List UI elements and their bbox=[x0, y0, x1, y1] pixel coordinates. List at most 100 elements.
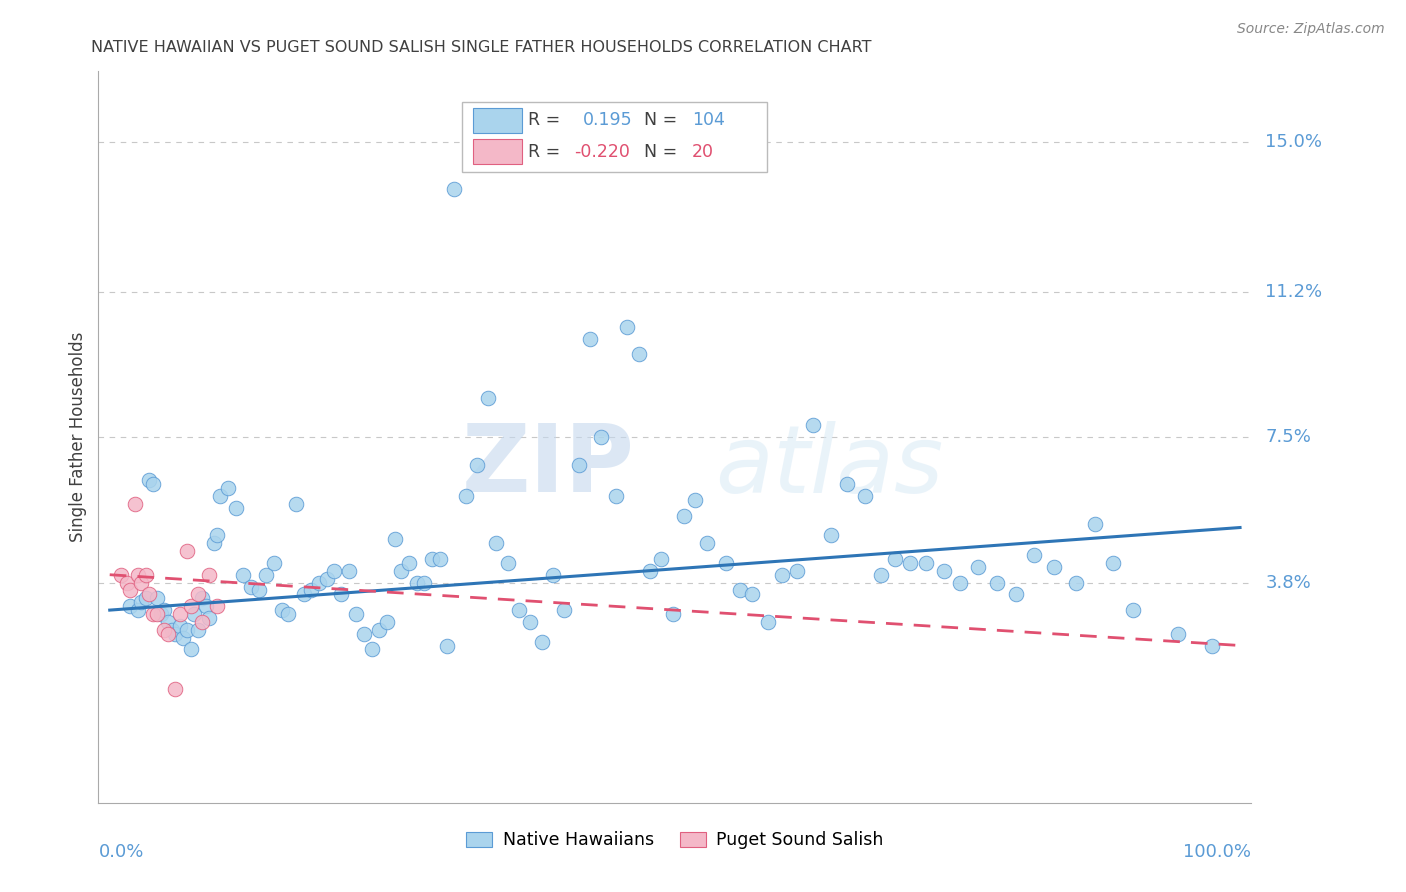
Point bbox=[820, 528, 842, 542]
Point bbox=[714, 556, 737, 570]
Text: R =: R = bbox=[529, 143, 567, 161]
Point bbox=[205, 528, 228, 542]
Point bbox=[770, 567, 793, 582]
Point bbox=[209, 489, 232, 503]
FancyBboxPatch shape bbox=[472, 139, 522, 164]
Point bbox=[176, 544, 198, 558]
Point bbox=[1064, 575, 1087, 590]
Point bbox=[1102, 556, 1125, 570]
Point bbox=[436, 639, 458, 653]
Point bbox=[650, 552, 672, 566]
Point bbox=[183, 607, 205, 621]
Point bbox=[169, 607, 191, 621]
Point bbox=[194, 599, 217, 614]
Point bbox=[277, 607, 299, 621]
Point bbox=[191, 591, 214, 606]
Point bbox=[131, 575, 153, 590]
Point bbox=[157, 626, 180, 640]
Point bbox=[344, 607, 367, 621]
Point bbox=[519, 615, 541, 629]
Point bbox=[672, 508, 695, 523]
Point bbox=[616, 320, 638, 334]
Point bbox=[120, 599, 142, 614]
Point bbox=[477, 391, 499, 405]
Text: 100.0%: 100.0% bbox=[1184, 843, 1251, 861]
Point bbox=[165, 626, 187, 640]
Point bbox=[741, 587, 763, 601]
Point bbox=[375, 615, 398, 629]
Point bbox=[180, 599, 202, 614]
Point bbox=[496, 556, 519, 570]
Point bbox=[454, 489, 477, 503]
Point bbox=[853, 489, 876, 503]
Point bbox=[406, 575, 429, 590]
Text: 0.0%: 0.0% bbox=[98, 843, 143, 861]
Point bbox=[949, 575, 972, 590]
Point bbox=[263, 556, 285, 570]
Point bbox=[1042, 559, 1064, 574]
Point bbox=[465, 458, 488, 472]
Point bbox=[127, 603, 149, 617]
Point bbox=[384, 533, 406, 547]
Text: 3.8%: 3.8% bbox=[1265, 574, 1310, 591]
Point bbox=[1024, 548, 1046, 562]
Text: Source: ZipAtlas.com: Source: ZipAtlas.com bbox=[1237, 22, 1385, 37]
Point bbox=[198, 611, 221, 625]
Point bbox=[553, 603, 575, 617]
Point bbox=[202, 536, 225, 550]
Point bbox=[120, 583, 142, 598]
Point bbox=[696, 536, 718, 550]
Point bbox=[285, 497, 308, 511]
Point bbox=[169, 619, 191, 633]
Point bbox=[157, 615, 180, 629]
Point bbox=[115, 575, 138, 590]
Point bbox=[638, 564, 661, 578]
Point bbox=[420, 552, 443, 566]
Text: 20: 20 bbox=[692, 143, 714, 161]
Point bbox=[225, 500, 247, 515]
Point bbox=[966, 559, 988, 574]
Point bbox=[932, 564, 955, 578]
Point bbox=[683, 493, 706, 508]
FancyBboxPatch shape bbox=[461, 102, 768, 171]
Point bbox=[217, 481, 239, 495]
Point bbox=[149, 607, 172, 621]
Point bbox=[153, 603, 176, 617]
Point bbox=[292, 587, 315, 601]
Point bbox=[508, 603, 530, 617]
Point bbox=[1084, 516, 1107, 531]
Point bbox=[756, 615, 779, 629]
Point bbox=[605, 489, 627, 503]
Point bbox=[914, 556, 936, 570]
Point bbox=[367, 623, 389, 637]
Text: N =: N = bbox=[644, 143, 682, 161]
Point bbox=[160, 623, 183, 637]
Point bbox=[198, 567, 221, 582]
FancyBboxPatch shape bbox=[472, 108, 522, 133]
Point bbox=[299, 583, 322, 598]
Point bbox=[413, 575, 436, 590]
Point bbox=[337, 564, 360, 578]
Point bbox=[568, 458, 591, 472]
Point bbox=[443, 182, 465, 196]
Point bbox=[247, 583, 270, 598]
Point bbox=[110, 567, 132, 582]
Point bbox=[330, 587, 353, 601]
Point bbox=[429, 552, 451, 566]
Point bbox=[135, 591, 157, 606]
Point bbox=[180, 642, 202, 657]
Text: 104: 104 bbox=[692, 112, 725, 129]
Point bbox=[361, 642, 384, 657]
Text: R =: R = bbox=[529, 112, 567, 129]
Point bbox=[138, 473, 160, 487]
Point bbox=[579, 332, 602, 346]
Point bbox=[176, 623, 198, 637]
Point bbox=[131, 595, 153, 609]
Point bbox=[322, 564, 344, 578]
Point bbox=[1167, 626, 1189, 640]
Point bbox=[240, 580, 263, 594]
Point bbox=[786, 564, 808, 578]
Point bbox=[254, 567, 277, 582]
Point bbox=[138, 587, 160, 601]
Point bbox=[135, 567, 157, 582]
